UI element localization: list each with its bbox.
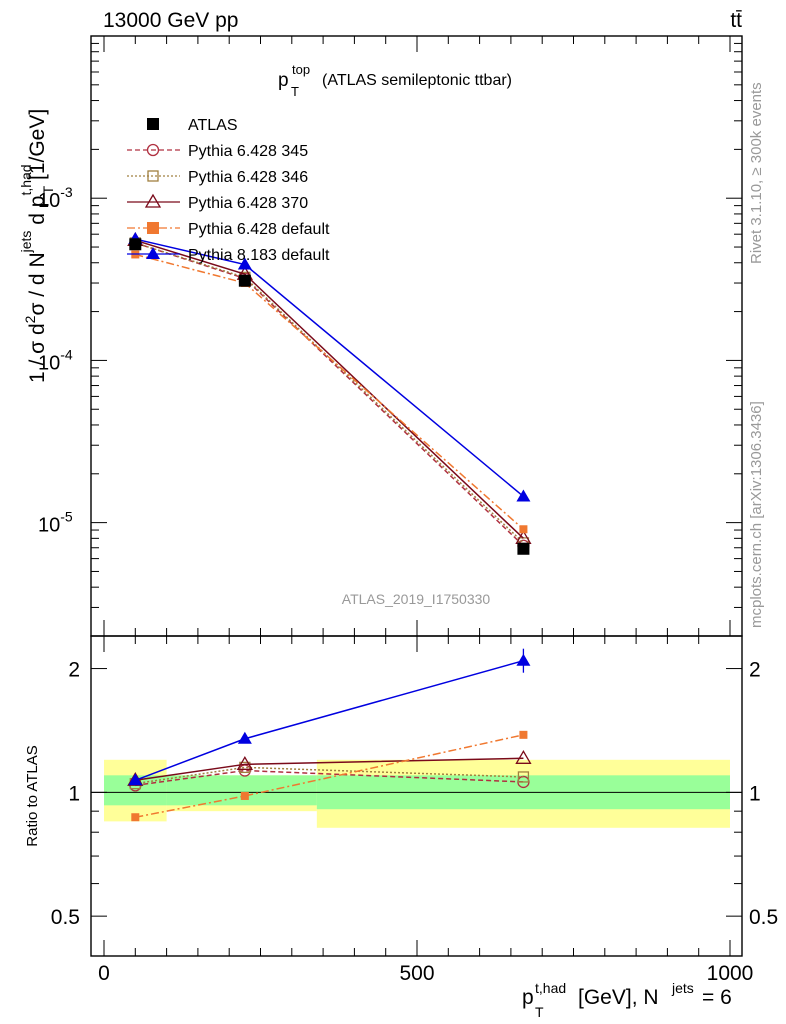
ratio-point-3-0: [131, 813, 140, 822]
ratio-point-3-2: [519, 730, 528, 739]
svg-text:[GeV], N: [GeV], N: [578, 986, 659, 1009]
ratio-y-tick-label-left: 2: [68, 659, 80, 682]
plot-title-tail: (ATLAS semileptonic ttbar): [322, 72, 512, 89]
x-axis-label: p T t,had [GeV], N jets = 6: [522, 980, 732, 1020]
series-line-1: [135, 242, 524, 547]
legend-marker-5: [146, 247, 160, 259]
ratio-point-2-1: [236, 756, 253, 770]
legend-label-3: Pythia 6.428 370: [188, 195, 308, 212]
ratio-ylabel: Ratio to ATLAS: [24, 745, 41, 846]
svg-text:jets: jets: [671, 980, 694, 996]
ratio-y-tick-label-left: 1: [68, 782, 80, 805]
main-series: [127, 232, 532, 555]
series-line-2: [135, 242, 524, 544]
data-point-4-2: [519, 525, 528, 534]
header-left: 13000 GeV pp: [103, 9, 238, 32]
ratio-point-4-0: [128, 773, 143, 786]
legend-label-5: Pythia 8.183 default: [188, 247, 330, 264]
header-right: tt̄: [730, 9, 742, 32]
plot-title-sub: T: [291, 84, 299, 99]
x-tick-label: 1000: [707, 962, 754, 985]
y-tick-label: 10-5: [38, 509, 73, 537]
ratio-line-2: [135, 757, 524, 782]
legend-label-2: Pythia 6.428 346: [188, 169, 308, 186]
ratio-line-1: [135, 766, 524, 785]
legend-label-0: ATLAS: [188, 117, 238, 134]
legend-marker-0: [147, 118, 159, 130]
legend-marker-4: [147, 222, 159, 234]
main-ylabel: 1 / σ d2σ / d Njets d pt,had T [1/GeV]: [18, 109, 56, 383]
svg-text:p: p: [522, 986, 534, 1009]
legend-marker-3: [144, 193, 162, 208]
y-tick-label: 10-4: [38, 346, 73, 374]
analysis-id: ATLAS_2019_I1750330: [342, 591, 491, 607]
ratio-y-tick-label-right: 0.5: [749, 906, 778, 929]
mcplots-label: mcplots.cern.ch [arXiv:1306.3436]: [748, 401, 765, 628]
svg-text:t,had: t,had: [535, 980, 566, 996]
legend-marker-1: [146, 143, 160, 157]
ratio-y-tick-label-right: 1: [749, 782, 761, 805]
ratio-point-3-1: [240, 791, 249, 800]
rivet-label: Rivet 3.1.10, ≥ 300k events: [748, 82, 765, 264]
plot-title: p: [278, 70, 289, 91]
ratio-point-1-1: [239, 761, 251, 774]
ratio-point-2-2: [515, 750, 532, 764]
ratio-y-tick-label-right: 2: [749, 659, 761, 682]
band-stat: [166, 775, 317, 806]
uncertainty-bands: [91, 759, 742, 828]
data-point-5-2: [516, 489, 531, 502]
ratio-line-3: [135, 734, 524, 818]
ratio-point-1-2: [517, 771, 530, 783]
data-point-0-0: [129, 238, 142, 251]
series-line-3: [135, 239, 524, 539]
series-line-4: [135, 253, 524, 530]
legend: ATLAS Pythia 6.428 345 Pythia 6.428 346 Pyt…: [127, 117, 330, 264]
legend-label-1: Pythia 6.428 345: [188, 143, 308, 160]
ratio-y-tick-label-left: 0.5: [51, 906, 80, 929]
data-point-0-1: [238, 274, 251, 287]
data-point-0-2: [517, 542, 530, 555]
x-tick-label: 500: [399, 962, 434, 985]
series-line-5: [135, 238, 524, 498]
plot-title-sup: top: [292, 62, 310, 77]
plot-title-main: p: [278, 70, 289, 91]
legend-label-4: Pythia 6.428 default: [188, 221, 330, 238]
ratio-point-4-1: [237, 731, 252, 744]
x-tick-label: 0: [98, 962, 110, 985]
axis-ticks: 10-3 10-4 10-5 2 2 1 1 0.5 0.5 0 500 1000: [38, 35, 778, 985]
ratio-series: [127, 648, 532, 822]
ratio-line-0: [135, 769, 524, 787]
y-tick-label: 10-3: [38, 184, 73, 212]
data-point-5-1: [237, 257, 252, 270]
legend-marker-2: [147, 170, 159, 182]
svg-text:= 6: = 6: [702, 986, 732, 1009]
svg-text:T: T: [535, 1004, 544, 1020]
